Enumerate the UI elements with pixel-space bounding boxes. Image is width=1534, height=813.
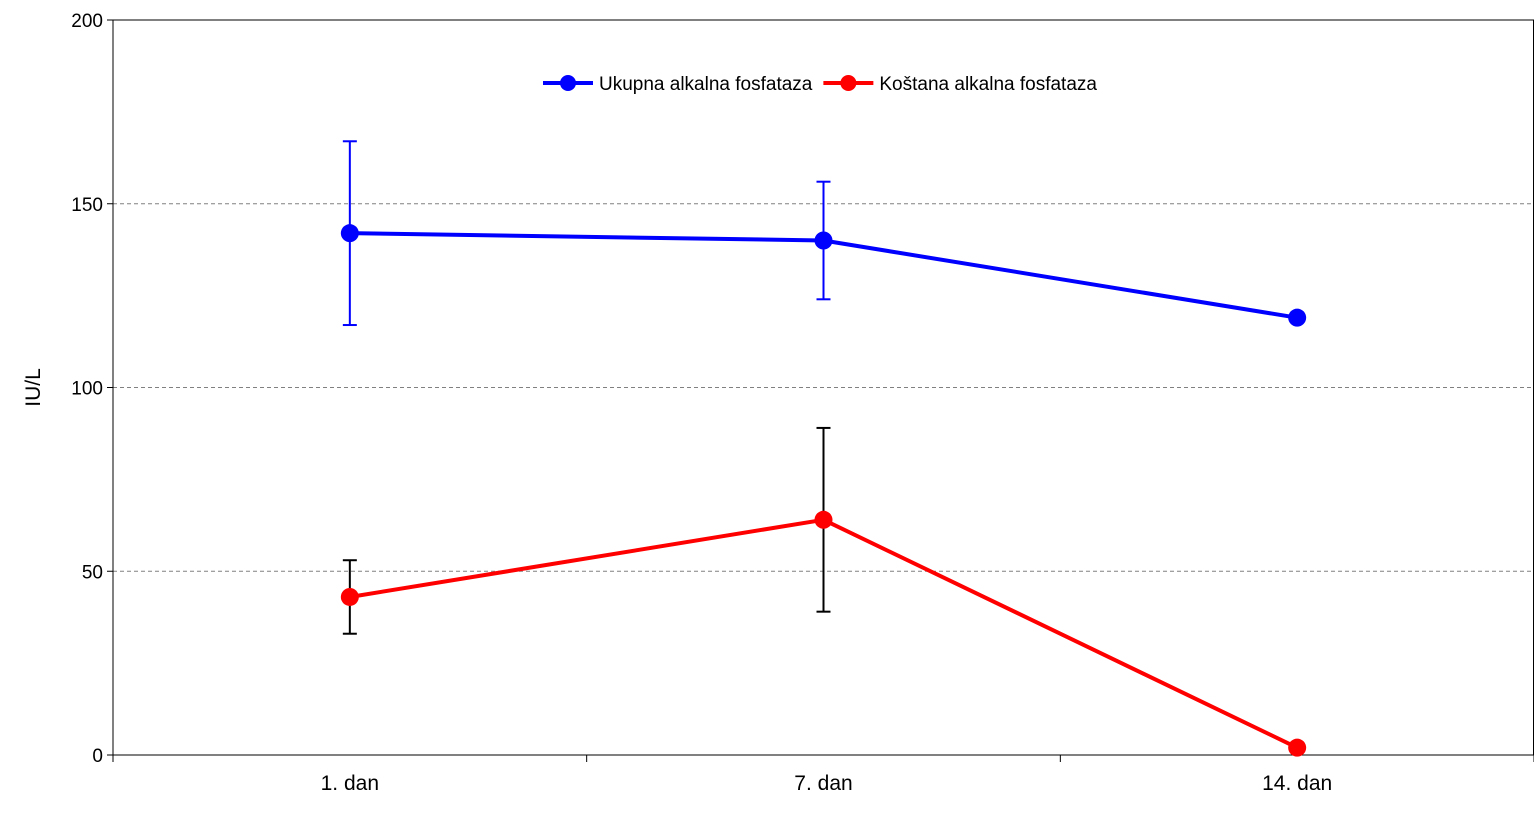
data-point [340,587,359,606]
x-tick-label: 1. dan [321,772,379,795]
x-tick-label: 14. dan [1262,772,1332,795]
y-tick-label: 200 [71,11,103,32]
y-axis-title: IU/L [22,368,45,407]
axes [107,19,1534,762]
y-tick-label: 0 [92,746,103,767]
legend-entry: Koštana alkalna fosfataza [823,74,1097,95]
legend-marker [840,75,857,91]
axis-labels: 0 50 100 150 200 1. dan 7. dan 14. dan IU/L [22,11,1332,795]
data-point [814,231,833,250]
y-tick-label: 100 [71,379,103,400]
data-point [1288,738,1307,757]
x-tick-label: 7. dan [794,772,852,795]
legend: Ukupna alkalna fosfataza Koštana alkalna … [543,74,1097,95]
legend-entry: Ukupna alkalna fosfataza [543,74,813,95]
data-point [1288,308,1307,327]
legend-label: Ukupna alkalna fosfataza [599,74,813,95]
data-point [340,224,359,243]
y-tick-label: 50 [82,562,103,583]
legend-marker [560,75,576,91]
series-markers [340,224,1307,757]
data-point [814,510,833,529]
legend-label: Koštana alkalna fosfataza [879,74,1097,95]
y-tick-label: 150 [71,195,103,216]
